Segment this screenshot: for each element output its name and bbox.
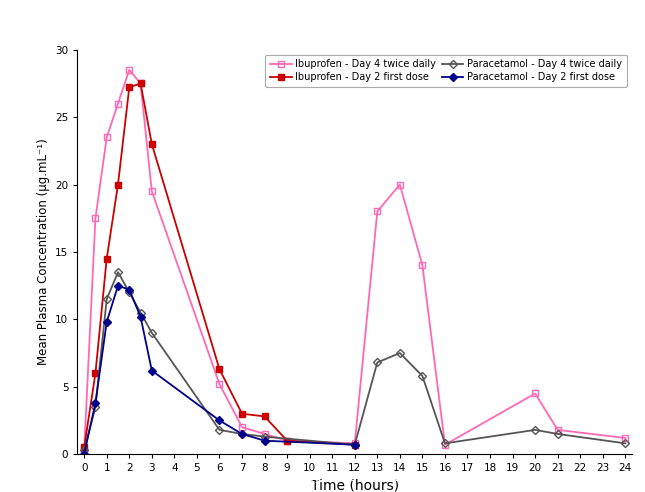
Paracetamol - Day 2 first dose (137, 314, 144, 320)
Line: Paracetamol - Day 4 twice daily: Paracetamol - Day 4 twice daily (81, 269, 628, 453)
Ibuprofen - Day 2 first dose (261, 413, 268, 419)
Text: Source: BMC Clinical Pharmacology © 1999-2010 BioMed Central Ltd: Source: BMC Clinical Pharmacology © 1999… (142, 473, 503, 483)
Ibuprofen - Day 4 twice daily (238, 424, 246, 430)
Paracetamol - Day 2 first dose (92, 400, 99, 406)
Ibuprofen - Day 2 first dose (114, 182, 122, 187)
Ibuprofen - Day 2 first dose (125, 85, 133, 91)
Y-axis label: Mean Plasma Concentration (μg.mL⁻¹): Mean Plasma Concentration (μg.mL⁻¹) (37, 139, 50, 365)
Ibuprofen - Day 4 twice daily (622, 435, 630, 441)
Legend: Ibuprofen - Day 4 twice daily, Ibuprofen - Day 2 first dose, Paracetamol - Day 4: Ibuprofen - Day 4 twice daily, Ibuprofen… (265, 55, 627, 87)
Paracetamol - Day 4 twice daily (148, 330, 155, 336)
Ibuprofen - Day 4 twice daily (396, 182, 404, 187)
Ibuprofen - Day 2 first dose (80, 444, 88, 450)
Ibuprofen - Day 4 twice daily (80, 447, 88, 453)
Line: Ibuprofen - Day 2 first dose: Ibuprofen - Day 2 first dose (81, 80, 358, 451)
Paracetamol - Day 4 twice daily (80, 447, 88, 453)
Paracetamol - Day 2 first dose (80, 451, 88, 457)
Ibuprofen - Day 4 twice daily (441, 442, 449, 448)
Paracetamol - Day 2 first dose (114, 283, 122, 289)
Ibuprofen - Day 4 twice daily (148, 188, 155, 194)
Ibuprofen - Day 4 twice daily (554, 427, 562, 433)
Paracetamol - Day 4 twice daily (441, 440, 449, 446)
Paracetamol - Day 2 first dose (261, 438, 268, 444)
Ibuprofen - Day 4 twice daily (531, 391, 539, 397)
Paracetamol - Day 4 twice daily (419, 373, 426, 379)
Paracetamol - Day 4 twice daily (396, 350, 404, 356)
Ibuprofen - Day 2 first dose (351, 442, 359, 448)
Ibuprofen - Day 4 twice daily (351, 440, 359, 446)
Line: Paracetamol - Day 2 first dose: Paracetamol - Day 2 first dose (81, 283, 357, 457)
Ibuprofen - Day 4 twice daily (137, 80, 144, 86)
Paracetamol - Day 4 twice daily (103, 296, 110, 302)
Ibuprofen - Day 4 twice daily (92, 215, 99, 221)
Ibuprofen - Day 2 first dose (283, 438, 291, 444)
Paracetamol - Day 4 twice daily (261, 433, 268, 439)
Paracetamol - Day 2 first dose (351, 442, 359, 448)
Text: Medscape: Medscape (8, 8, 108, 27)
Ibuprofen - Day 4 twice daily (114, 101, 122, 107)
Paracetamol - Day 4 twice daily (238, 431, 246, 437)
Ibuprofen - Day 2 first dose (103, 256, 110, 262)
Paracetamol - Day 4 twice daily (351, 442, 359, 448)
Ibuprofen - Day 2 first dose (137, 80, 144, 86)
Ibuprofen - Day 4 twice daily (215, 381, 223, 387)
Paracetamol - Day 4 twice daily (137, 309, 144, 315)
Paracetamol - Day 4 twice daily (622, 440, 630, 446)
Ibuprofen - Day 4 twice daily (103, 134, 110, 140)
Ibuprofen - Day 4 twice daily (125, 67, 133, 73)
Paracetamol - Day 2 first dose (215, 418, 223, 424)
Paracetamol - Day 2 first dose (148, 368, 155, 373)
Line: Ibuprofen - Day 4 twice daily: Ibuprofen - Day 4 twice daily (81, 67, 628, 453)
Paracetamol - Day 4 twice daily (531, 427, 539, 433)
Paracetamol - Day 4 twice daily (554, 431, 562, 437)
Paracetamol - Day 4 twice daily (125, 289, 133, 295)
Paracetamol - Day 4 twice daily (215, 427, 223, 433)
Ibuprofen - Day 4 twice daily (419, 262, 426, 268)
Paracetamol - Day 4 twice daily (373, 360, 381, 366)
Paracetamol - Day 4 twice daily (114, 269, 122, 275)
Paracetamol - Day 2 first dose (238, 431, 246, 437)
Ibuprofen - Day 4 twice daily (283, 438, 291, 444)
Paracetamol - Day 4 twice daily (92, 404, 99, 410)
Ibuprofen - Day 4 twice daily (261, 431, 268, 437)
Ibuprofen - Day 2 first dose (92, 370, 99, 376)
Ibuprofen - Day 2 first dose (238, 411, 246, 417)
Paracetamol - Day 2 first dose (103, 319, 110, 325)
Ibuprofen - Day 2 first dose (148, 141, 155, 147)
Ibuprofen - Day 4 twice daily (373, 209, 381, 215)
X-axis label: Time (hours): Time (hours) (311, 479, 399, 492)
Paracetamol - Day 2 first dose (125, 287, 133, 293)
Ibuprofen - Day 2 first dose (215, 366, 223, 372)
